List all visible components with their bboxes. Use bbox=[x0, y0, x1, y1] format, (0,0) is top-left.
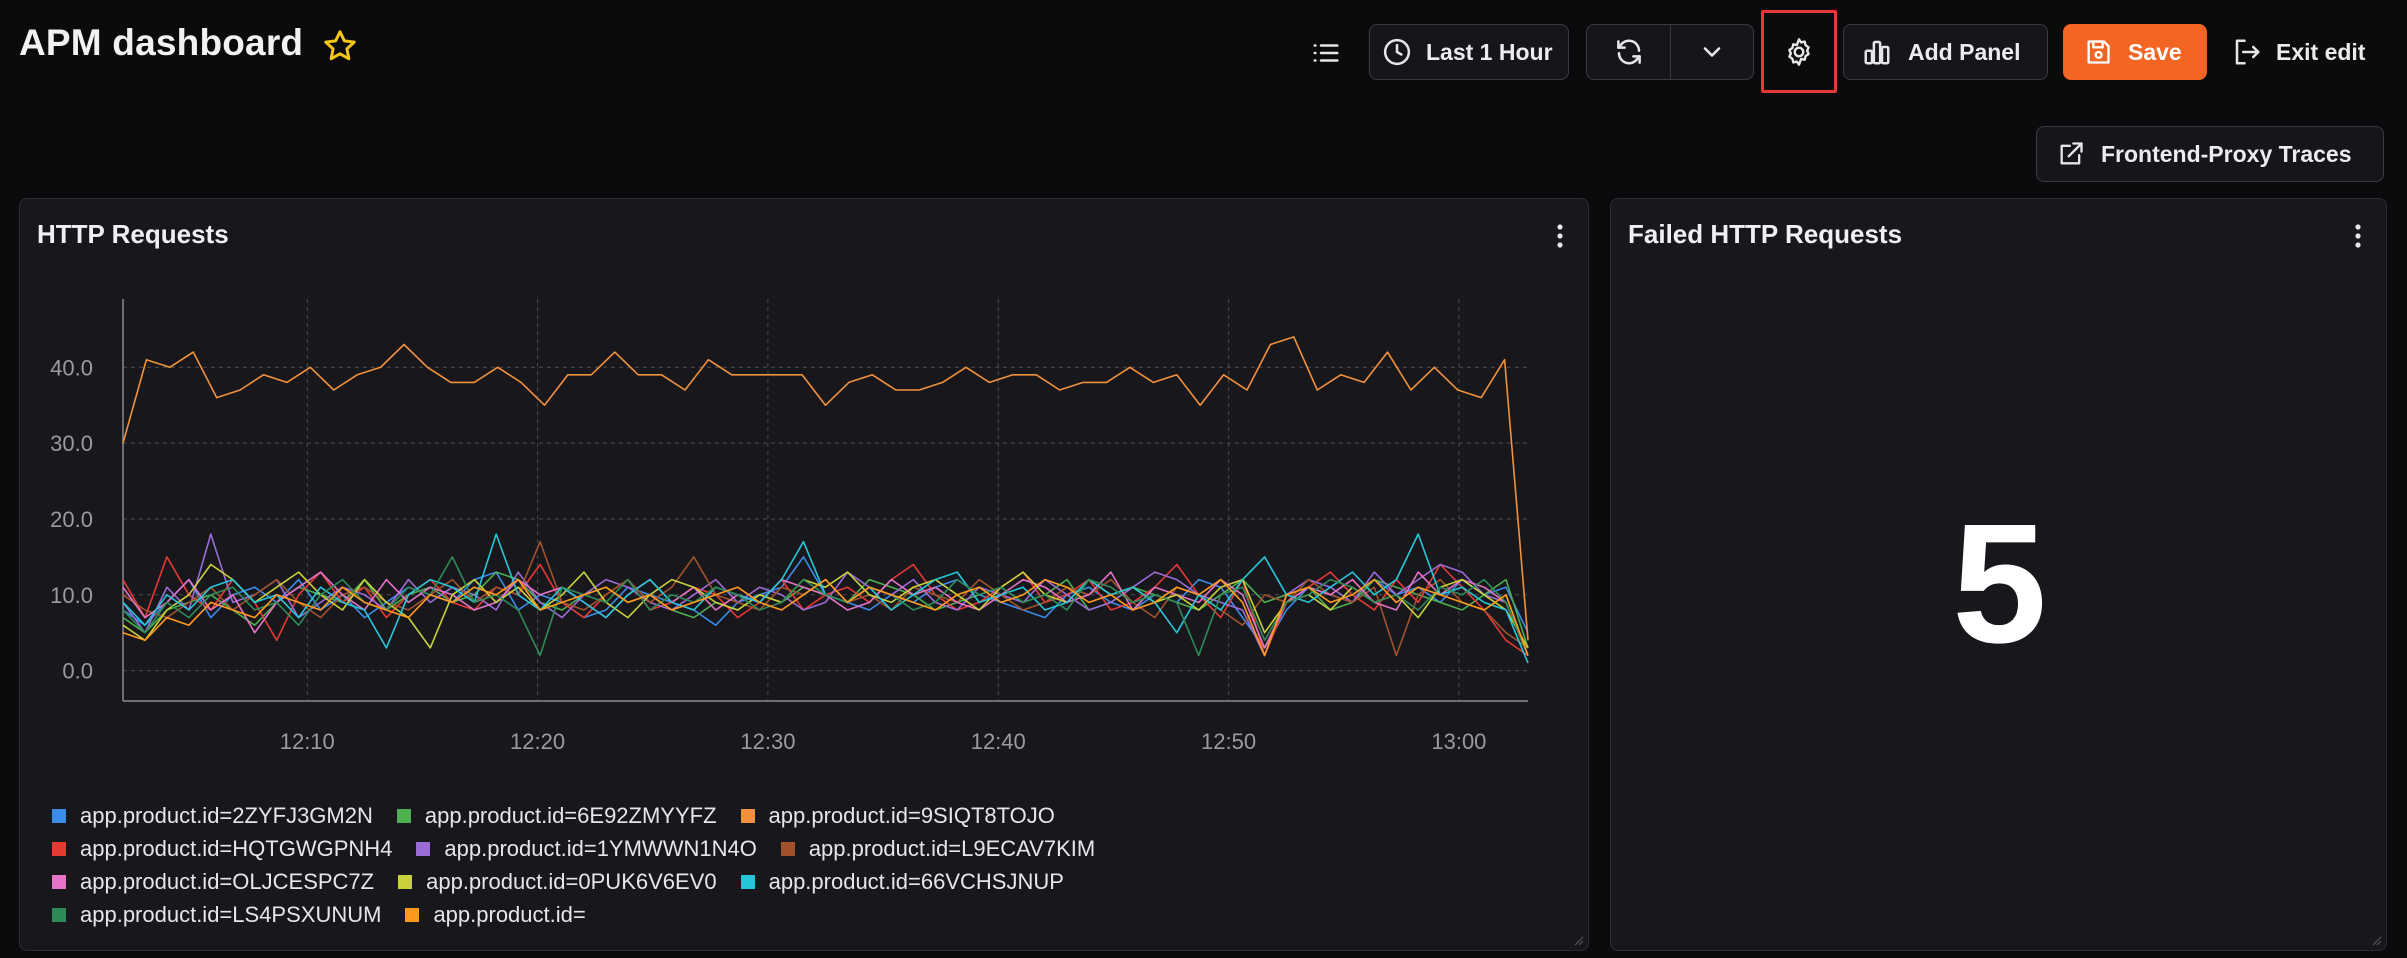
legend-swatch bbox=[396, 808, 411, 823]
clock-icon bbox=[1383, 38, 1411, 66]
x-tick-label: 12:50 bbox=[1201, 729, 1256, 754]
legend-swatch bbox=[740, 808, 755, 823]
chart-legend: app.product.id=2ZYFJ3GM2N app.product.id=… bbox=[52, 799, 1452, 931]
external-link-icon bbox=[2060, 142, 2083, 165]
legend-item[interactable]: app.product.id= bbox=[405, 901, 586, 928]
legend-label: app.product.id=6E92ZMYYFZ bbox=[424, 802, 717, 828]
legend-item[interactable]: app.product.id=L9ECAV7KIM bbox=[780, 835, 1096, 862]
kebab-menu-icon[interactable] bbox=[2346, 221, 2370, 251]
save-icon bbox=[2087, 40, 2110, 64]
legend-label: app.product.id=L9ECAV7KIM bbox=[808, 835, 1096, 861]
series-line-6 bbox=[122, 571, 1529, 656]
legend-label: app.product.id= bbox=[433, 901, 586, 927]
legend-swatch bbox=[52, 841, 66, 856]
panel-title: HTTP Requests bbox=[37, 219, 229, 249]
refresh-button[interactable] bbox=[1587, 25, 1670, 79]
dashboard-header: APM dashboard Last 1 Hour bbox=[0, 0, 2407, 182]
x-tick-label: 12:40 bbox=[971, 729, 1026, 754]
legend-label: app.product.id=LS4PSXUNUM bbox=[80, 901, 382, 927]
legend-swatch bbox=[52, 907, 66, 922]
http-requests-chart: 0.0 10.0 20.0 30.0 40.0 12:10 12:20 12:30 12:40 1… bbox=[50, 299, 1529, 754]
refresh-interval-dropdown[interactable] bbox=[1670, 25, 1753, 79]
failed-http-requests-panel: Failed HTTP Requests 5 bbox=[1610, 198, 2387, 951]
legend-item[interactable]: app.product.id=2ZYFJ3GM2N bbox=[52, 803, 373, 829]
list-view-button[interactable] bbox=[1306, 33, 1346, 73]
y-tick-label: 10.0 bbox=[50, 583, 93, 608]
series-line-10 bbox=[122, 578, 1529, 657]
list-icon bbox=[1313, 44, 1339, 62]
time-range-label: Last 1 Hour bbox=[1426, 38, 1553, 65]
legend-label: app.product.id=0PUK6V6EV0 bbox=[426, 868, 717, 894]
exit-edit-label: Exit edit bbox=[2276, 38, 2366, 65]
failed-requests-value: 5 bbox=[1952, 489, 2047, 679]
legend-row: app.product.id=2ZYFJ3GM2N app.product.id=… bbox=[52, 799, 1452, 832]
refresh-control bbox=[1586, 24, 1754, 80]
legend-item[interactable]: app.product.id=1YMWWN1N4O bbox=[416, 835, 757, 862]
add-panel-label: Add Panel bbox=[1908, 38, 2021, 65]
legend-row: app.product.id=LS4PSXUNUM app.product.id= bbox=[52, 898, 1452, 931]
legend-swatch bbox=[405, 907, 420, 922]
series-line-3 bbox=[122, 556, 1529, 657]
exit-icon bbox=[2235, 39, 2260, 65]
http-requests-panel: HTTP Requests 0.0 10.0 20.0 30.0 40.0 12:10 12… bbox=[19, 198, 1589, 951]
y-tick-label: 0.0 bbox=[62, 659, 93, 684]
legend-swatch bbox=[416, 841, 431, 856]
save-label: Save bbox=[2128, 38, 2182, 65]
refresh-icon bbox=[1616, 39, 1641, 65]
legend-row: app.product.id=HQTGWGPNH4 app.product.id=… bbox=[52, 832, 1452, 865]
time-range-button[interactable]: Last 1 Hour bbox=[1369, 24, 1569, 80]
save-button[interactable]: Save bbox=[2063, 24, 2207, 80]
legend-swatch bbox=[52, 874, 66, 889]
exit-edit-button[interactable]: Exit edit bbox=[2218, 24, 2398, 80]
x-tick-label: 12:10 bbox=[280, 729, 335, 754]
panel-title: Failed HTTP Requests bbox=[1628, 219, 1903, 249]
legend-row: app.product.id=OLJCESPC7Z app.product.id=… bbox=[52, 865, 1452, 898]
y-tick-label: 20.0 bbox=[50, 507, 93, 532]
resize-handle-icon[interactable] bbox=[2372, 936, 2382, 946]
kebab-menu-icon[interactable] bbox=[1548, 221, 1572, 251]
series-line-7 bbox=[122, 563, 1529, 649]
legend-label: app.product.id=66VCHSJNUP bbox=[768, 868, 1064, 894]
x-tick-label: 12:30 bbox=[740, 729, 795, 754]
y-tick-label: 40.0 bbox=[50, 355, 93, 380]
legend-item[interactable]: app.product.id=LS4PSXUNUM bbox=[52, 902, 381, 928]
x-tick-label: 12:20 bbox=[510, 729, 565, 754]
bar-chart-icon bbox=[1864, 40, 1890, 65]
legend-item[interactable]: app.product.id=HQTGWGPNH4 bbox=[52, 836, 392, 862]
dashboard-settings-button[interactable] bbox=[1761, 10, 1837, 93]
chevron-down-icon bbox=[1703, 47, 1721, 57]
legend-item[interactable]: app.product.id=6E92ZMYYFZ bbox=[396, 802, 717, 829]
add-panel-button[interactable]: Add Panel bbox=[1843, 24, 2048, 80]
y-tick-label: 30.0 bbox=[50, 431, 93, 456]
page-title: APM dashboard bbox=[19, 22, 304, 63]
traces-link-label: Frontend-Proxy Traces bbox=[2101, 140, 2352, 167]
legend-swatch bbox=[780, 841, 795, 856]
legend-item[interactable]: app.product.id=0PUK6V6EV0 bbox=[398, 868, 717, 895]
gear-icon bbox=[1788, 37, 1810, 66]
legend-label: app.product.id=9SIQT8TOJO bbox=[768, 802, 1055, 828]
series-line-4 bbox=[122, 533, 1529, 657]
legend-item[interactable]: app.product.id=9SIQT8TOJO bbox=[740, 802, 1055, 829]
frontend-proxy-traces-link[interactable]: Frontend-Proxy Traces bbox=[2036, 126, 2384, 182]
legend-label: app.product.id=2ZYFJ3GM2N bbox=[80, 802, 373, 828]
star-icon[interactable] bbox=[322, 28, 358, 64]
legend-label: app.product.id=1YMWWN1N4O bbox=[444, 835, 757, 861]
legend-swatch bbox=[52, 808, 66, 823]
legend-item[interactable]: app.product.id=66VCHSJNUP bbox=[740, 868, 1064, 895]
legend-swatch bbox=[740, 874, 755, 889]
series-line-9 bbox=[122, 556, 1529, 657]
x-tick-label: 13:00 bbox=[1431, 729, 1486, 754]
legend-item[interactable]: app.product.id=OLJCESPC7Z bbox=[52, 869, 374, 895]
series-line-2 bbox=[122, 336, 1529, 641]
resize-handle-icon[interactable] bbox=[1574, 936, 1584, 946]
legend-label: app.product.id=HQTGWGPNH4 bbox=[80, 835, 393, 861]
legend-label: app.product.id=OLJCESPC7Z bbox=[80, 868, 375, 894]
legend-swatch bbox=[398, 874, 413, 889]
